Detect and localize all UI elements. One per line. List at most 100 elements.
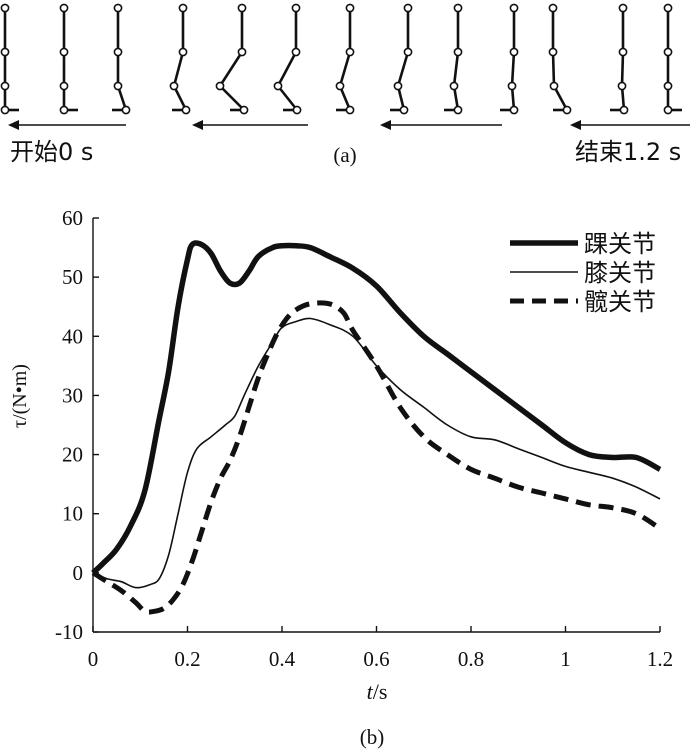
head-joint [178,3,188,13]
stick-limb [276,8,299,111]
head-joint [548,3,558,13]
head-joint [509,3,519,13]
x-tick-label: 0.8 [458,647,484,671]
head-joint [403,3,413,13]
hip-joint [113,47,123,57]
x-tick-label: 0.4 [269,647,296,671]
knee-joint [449,81,459,91]
knee-joint [273,81,283,91]
hip-joint [618,47,628,57]
plot-area [91,240,662,615]
stick-figure [59,3,78,115]
stick-figure [112,3,131,115]
ankle-joint [121,105,131,115]
y-tick-label: 40 [62,324,83,348]
ankle-joint [0,105,10,115]
head-joint [113,3,123,13]
hip-joint [663,47,673,57]
x-tick-label: 1.2 [647,647,673,671]
stick-limb [551,8,569,111]
y-tick-label: 10 [62,502,83,526]
x-tick-label: 1 [560,647,571,671]
knee-joint [335,81,345,91]
y-axis: -10 0 10 20 30 40 50 60 [55,206,99,644]
stick-figure [215,3,249,115]
stick-figure [390,3,413,115]
x-axis: 0 0.2 0.4 0.6 0.8 1 1.2 [88,626,673,671]
y-tick-label: 20 [62,443,83,467]
hip-joint [509,47,519,57]
head-joint [663,3,673,13]
stick-figure [335,3,355,115]
hip-joint [345,47,355,57]
series-line-hip [91,300,662,615]
stick-limb [172,8,188,111]
time-arrow-4 [570,120,690,130]
stick-figure [444,3,463,115]
head-joint [453,3,463,13]
hip-joint [59,47,69,57]
stick-figure [610,3,629,115]
x-axis-title-var: t [367,679,374,704]
stick-figure [548,3,572,115]
x-tick-label: 0.6 [363,647,389,671]
series-line-ankle [91,240,662,575]
ankle-joint [562,105,572,115]
stick-figure [500,3,519,115]
hip-joint [178,47,188,57]
ankle-joint [453,105,463,115]
stick-figure [169,3,191,115]
hip-joint [291,47,301,57]
x-tick-label: 0.2 [174,647,200,671]
head-joint [237,3,247,13]
stick-limb [452,8,460,111]
ankle-joint [619,105,629,115]
x-axis-title-unit: /s [373,679,388,704]
stick-limb [620,8,626,111]
stick-limb [218,8,245,111]
legend: 踝关节 膝关节 髋关节 [510,230,656,316]
knee-joint [215,81,225,91]
head-joint [0,3,10,13]
ankle-joint [399,105,409,115]
knee-joint [393,81,403,91]
knee-joint [549,81,559,91]
ankle-joint [292,105,302,115]
knee-joint [59,81,69,91]
head-joint [291,3,301,13]
y-tick-label: 50 [62,265,83,289]
time-arrow-3 [380,120,502,130]
hip-joint [237,47,247,57]
ankle-joint [345,105,355,115]
stick-figure [273,3,302,115]
stick-limb [396,8,410,111]
head-joint [345,3,355,13]
ankle-joint [509,105,519,115]
ankle-joint [59,105,69,115]
head-joint [59,3,69,13]
y-tick-label: 0 [73,561,84,585]
knee-joint [0,81,10,91]
x-axis-title: t/s [367,679,388,704]
stick-figure [663,3,682,115]
hip-joint [548,47,558,57]
stick-limb [510,8,516,111]
knee-joint [617,81,627,91]
knee-joint [169,81,179,91]
stick-figure-sequence [0,3,682,115]
y-tick-label: 30 [62,383,83,407]
legend-label-hip: 髋关节 [584,288,656,316]
x-tick-label: 0 [88,647,99,671]
series-line-knee [92,317,661,589]
stick-limb [116,8,128,111]
legend-label-knee: 膝关节 [584,259,656,287]
y-tick-label: 60 [62,206,83,230]
y-tick-label: -10 [55,620,83,644]
stick-figure [0,3,19,115]
panel-a-label: (a) [333,143,356,167]
time-arrow-2 [192,120,308,130]
gait-sequence-panel: 开始0 s (a) 结束1.2 s [0,3,690,167]
hip-joint [403,47,413,57]
